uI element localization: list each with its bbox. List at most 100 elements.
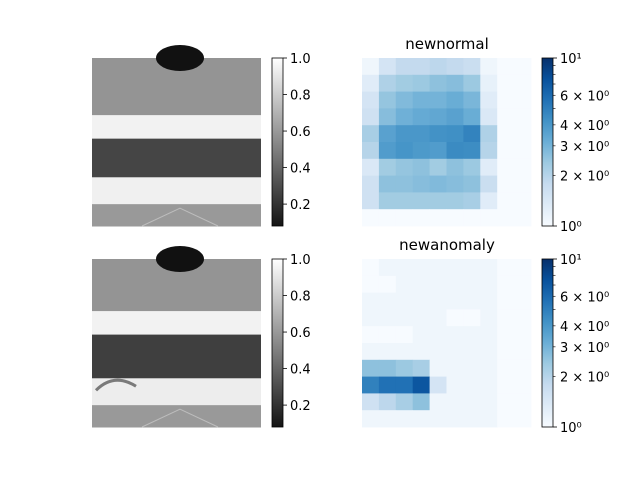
heatmap-cell (395, 158, 414, 176)
heatmap-cell (446, 292, 464, 310)
heatmap-cell (446, 343, 464, 361)
heatmap-cell (429, 142, 447, 160)
heatmap-cell (463, 309, 481, 327)
anomaly-input-image (92, 246, 261, 428)
gray-colorbar-ticks: 0.2 0.4 0.6 0.8 1.0 (283, 52, 311, 213)
heatmap-cell (429, 192, 447, 210)
heatmap-cell (412, 275, 430, 293)
heatmap-cell (429, 209, 447, 227)
image-texture (141, 408, 219, 428)
heatmap-cell (378, 309, 397, 327)
heatmap-cell (497, 326, 515, 344)
colorbar-tick-label: 6 × 10⁰ (560, 89, 609, 104)
image-dark-blob (156, 45, 204, 71)
heatmap-cell (514, 376, 532, 394)
heatmap-cell (362, 292, 380, 310)
heatmap-cell (362, 410, 380, 428)
heatmap-cell (395, 58, 414, 76)
heatmap-cell (362, 376, 380, 394)
heatmap-cell (362, 359, 380, 377)
heatmap-cell (446, 326, 464, 344)
heatmap-cell (514, 393, 532, 411)
heatmap-cell (497, 74, 515, 92)
heatmap-cell (497, 359, 515, 377)
heatmap-cell (395, 142, 414, 160)
heatmap-cell (412, 326, 430, 344)
heatmap-cell (446, 158, 464, 176)
heatmap-cell (480, 209, 498, 227)
heatmap-cell (446, 209, 464, 227)
heatmap-cell (412, 393, 430, 411)
colorbar-tick-label: 0.8 (290, 290, 311, 305)
heatmap-cell (412, 209, 430, 227)
colorbar-tick-label: 0.6 (290, 326, 311, 341)
heatmap-cell (514, 158, 532, 176)
image-band (92, 138, 261, 178)
heatmap-cell (362, 259, 380, 277)
colorbar-tick-label: 1.0 (290, 52, 311, 67)
heatmap-cell (463, 292, 481, 310)
heatmap-cell (362, 343, 380, 361)
heatmap-cell (463, 275, 481, 293)
heatmap-cell (514, 275, 532, 293)
heatmap-cell (480, 259, 498, 277)
heatmap-cell (378, 275, 397, 293)
heatmap-cell (514, 410, 532, 428)
heatmap-cell (412, 359, 430, 377)
heatmap-cell (429, 359, 447, 377)
heatmap-cell (446, 275, 464, 293)
heatmap-cell (463, 58, 481, 76)
heatmap-cell (412, 343, 430, 361)
heatmap-cell (463, 376, 481, 394)
heatmap-cell (497, 393, 515, 411)
heatmap-cell (362, 58, 380, 76)
heatmap-cell (412, 309, 430, 327)
heatmap-cell (463, 91, 481, 109)
image-band (92, 115, 261, 140)
heatmap-cell (412, 175, 430, 193)
heatmap-cell (480, 309, 498, 327)
heatmap-cell (412, 192, 430, 210)
colorbar-tick-label: 2 × 10⁰ (560, 169, 609, 184)
colorbar-tick-label: 4 × 10⁰ (560, 320, 609, 335)
anomaly-heatmap-colorbar: 10¹ 6 × 10⁰ 4 × 10⁰ 3 × 10⁰ 2 × 10⁰ 10⁰ (541, 253, 609, 436)
image-dark-blob (156, 246, 204, 272)
colorbar-tick-label: 0.8 (290, 89, 311, 104)
heatmap-cell (378, 259, 397, 277)
image-band (92, 177, 261, 205)
heatmap-cell (497, 259, 515, 277)
heatmap-cell (429, 343, 447, 361)
heatmap-cell (514, 58, 532, 76)
heatmap-cell (362, 326, 380, 344)
heatmap-cell (378, 209, 397, 227)
colorbar-tick-label: 3 × 10⁰ (560, 341, 609, 356)
heatmap-cell (378, 410, 397, 428)
heatmap-cell (514, 292, 532, 310)
heatmap-cell (480, 275, 498, 293)
heatmap-cell (412, 410, 430, 428)
heatmap-cell (497, 91, 515, 109)
heatmap-cell (514, 175, 532, 193)
heatmap-cell (412, 158, 430, 176)
heatmap-cell (412, 125, 430, 143)
heatmap-cell (463, 192, 481, 210)
heatmap-cell (412, 91, 430, 109)
heatmap-cell (514, 326, 532, 344)
heatmap-cell (378, 175, 397, 193)
heatmap-cell (514, 209, 532, 227)
heatmap-cell (514, 125, 532, 143)
heatmap-cell (378, 326, 397, 344)
heatmap-cell (378, 343, 397, 361)
image-band (92, 311, 261, 336)
heatmap-cell (429, 125, 447, 143)
anomaly-heatmap-title: newanomaly (399, 236, 495, 254)
heatmap-cell (362, 91, 380, 109)
gray-colorbar-ticks: 0.2 0.4 0.6 0.8 1.0 (283, 253, 311, 414)
heatmap-cell (362, 142, 380, 160)
heatmap-cell (378, 142, 397, 160)
heatmap-cell (480, 410, 498, 428)
heatmap-cell (463, 74, 481, 92)
heatmap-cell (480, 108, 498, 126)
heatmap-cell (395, 91, 414, 109)
